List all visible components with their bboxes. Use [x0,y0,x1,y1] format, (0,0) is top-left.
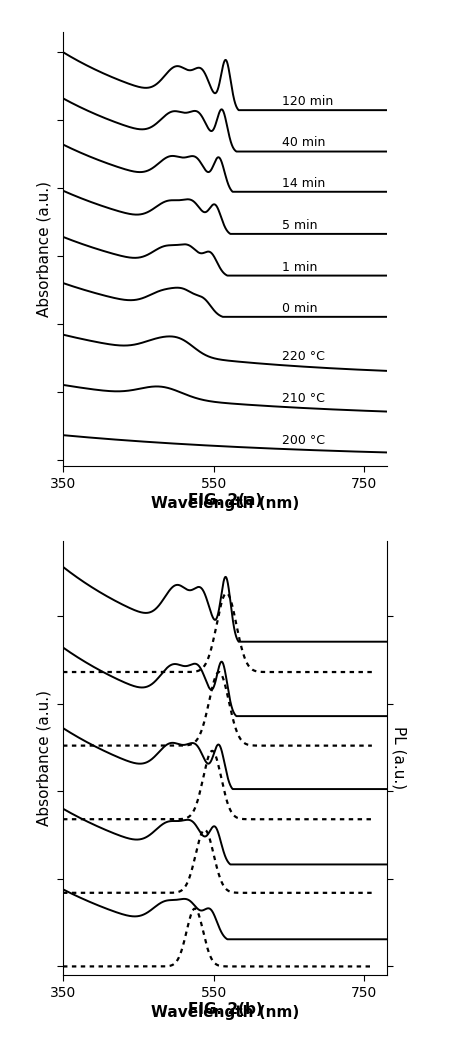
Text: FIG. 2(a): FIG. 2(a) [188,493,262,508]
Text: 200 °C: 200 °C [282,434,324,447]
X-axis label: Wavelength (nm): Wavelength (nm) [151,1005,299,1020]
Text: FIG. 2(b): FIG. 2(b) [188,1002,262,1017]
Text: PL (a.u.): PL (a.u.) [392,726,406,790]
Text: 0 min: 0 min [282,302,317,315]
Text: 1 min: 1 min [282,261,317,273]
Y-axis label: Absorbance (a.u.): Absorbance (a.u.) [37,690,52,826]
Y-axis label: Absorbance (a.u.): Absorbance (a.u.) [37,181,52,317]
Text: 40 min: 40 min [282,137,325,149]
Text: 14 min: 14 min [282,177,325,190]
X-axis label: Wavelength (nm): Wavelength (nm) [151,496,299,511]
Text: 210 °C: 210 °C [282,392,324,405]
Text: 120 min: 120 min [282,95,333,108]
Text: 5 min: 5 min [282,218,317,232]
Text: 220 °C: 220 °C [282,350,324,364]
